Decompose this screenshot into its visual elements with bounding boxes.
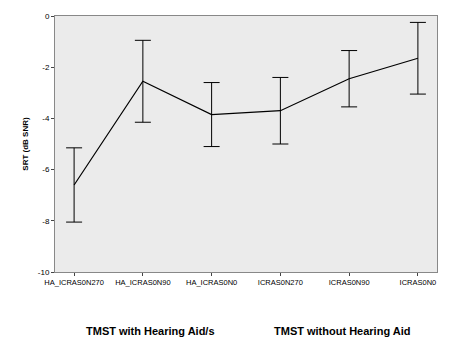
svg-text:-2: -2 (42, 63, 50, 72)
svg-text:ICRAS0N90: ICRAS0N90 (329, 278, 370, 287)
svg-text:HA_ICRAS0N90: HA_ICRAS0N90 (115, 278, 170, 287)
svg-text:ICRAS0N270: ICRAS0N270 (258, 278, 303, 287)
svg-text:ICRAS0N0: ICRAS0N0 (400, 278, 437, 287)
svg-text:-8: -8 (42, 217, 50, 226)
svg-text:0: 0 (45, 12, 50, 21)
svg-text:HA_ICRAS0N0: HA_ICRAS0N0 (186, 278, 237, 287)
svg-text:TMST with Hearing Aid/s: TMST with Hearing Aid/s (86, 325, 215, 337)
svg-text:-4: -4 (42, 114, 50, 123)
svg-text:HA_ICRAS0N270: HA_ICRAS0N270 (44, 278, 104, 287)
svg-text:TMST without Hearing Aid: TMST without Hearing Aid (274, 325, 410, 337)
svg-text:-10: -10 (38, 268, 50, 277)
svg-text:SRT (dB SNR): SRT (dB SNR) (21, 117, 30, 171)
svg-text:-6: -6 (42, 165, 50, 174)
